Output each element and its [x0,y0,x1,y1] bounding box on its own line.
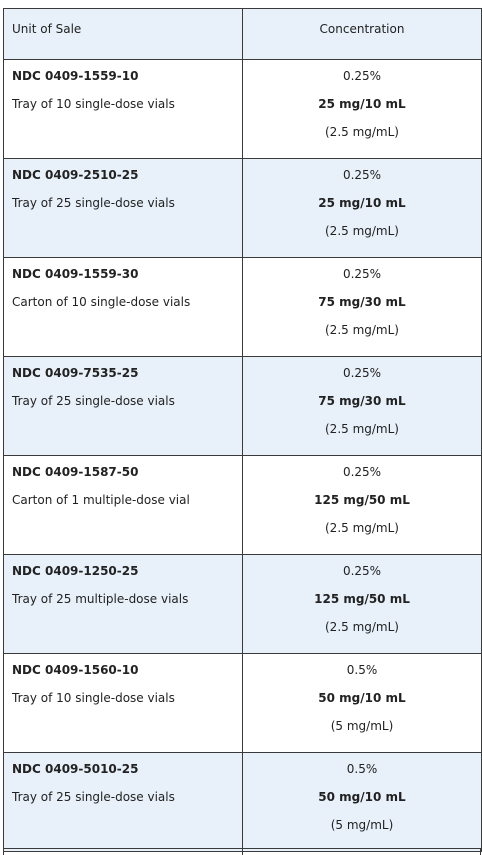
concentration-amount: 75 mg/30 mL [318,394,406,408]
table-row: NDC 0409-7535-25 Tray of 25 single-dose … [3,356,482,456]
header-concentration: Concentration [242,8,482,60]
concentration-per-ml: (2.5 mg/mL) [325,620,399,634]
ndc-code: NDC 0409-7535-25 [12,366,139,380]
ndc-code: NDC 0409-1559-10 [12,69,139,83]
concentration-cell: 0.5% 50 mg/10 mL (5 mg/mL) [242,653,482,753]
concentration-percent: 0.25% [342,168,382,182]
package-description: Tray of 10 single-dose vials [12,691,175,705]
ndc-code: NDC 0409-1560-10 [12,663,139,677]
table-row: NDC 0409-5010-25 Tray of 25 single-dose … [3,752,482,852]
concentration-per-ml: (5 mg/mL) [330,818,394,832]
package-description: Carton of 10 single-dose vials [12,295,191,309]
ndc-code: NDC 0409-5010-25 [12,762,139,776]
border-tick [242,849,243,855]
concentration-amount: 125 mg/50 mL [314,493,410,507]
concentration-percent: 0.25% [342,564,382,578]
unit-cell: NDC 0409-5010-25 Tray of 25 single-dose … [3,752,243,852]
unit-cell: NDC 0409-1559-30 Carton of 10 single-dos… [3,257,243,357]
concentration-per-ml: (2.5 mg/mL) [325,422,399,436]
table-row: NDC 0409-2510-25 Tray of 25 single-dose … [3,158,482,258]
concentration-amount: 50 mg/10 mL [318,691,406,705]
concentration-amount: 25 mg/10 mL [318,196,406,210]
unit-cell: NDC 0409-1559-10 Tray of 10 single-dose … [3,59,243,159]
concentration-per-ml: (2.5 mg/mL) [325,521,399,535]
table-row: NDC 0409-1587-50 Carton of 1 multiple-do… [3,455,482,555]
concentration-amount: 125 mg/50 mL [314,592,410,606]
concentration-per-ml: (2.5 mg/mL) [325,125,399,139]
concentration-cell: 0.25% 125 mg/50 mL (2.5 mg/mL) [242,554,482,654]
concentration-per-ml: (5 mg/mL) [330,719,394,733]
concentration-amount: 75 mg/30 mL [318,295,406,309]
header-row: Unit of Sale Concentration [3,8,482,60]
package-description: Tray of 10 single-dose vials [12,97,175,111]
unit-cell: NDC 0409-1560-10 Tray of 10 single-dose … [3,653,243,753]
concentration-per-ml: (2.5 mg/mL) [325,224,399,238]
concentration-percent: 0.25% [342,267,382,281]
ndc-code: NDC 0409-2510-25 [12,168,139,182]
package-description: Tray of 25 single-dose vials [12,196,175,210]
concentration-cell: 0.25% 75 mg/30 mL (2.5 mg/mL) [242,257,482,357]
concentration-amount: 50 mg/10 mL [318,790,406,804]
package-description: Tray of 25 single-dose vials [12,790,175,804]
concentration-amount: 25 mg/10 mL [318,97,406,111]
concentration-percent: 0.25% [342,366,382,380]
unit-cell: NDC 0409-2510-25 Tray of 25 single-dose … [3,158,243,258]
header-unit-of-sale: Unit of Sale [3,8,243,60]
package-description: Carton of 1 multiple-dose vial [12,493,190,507]
table-row: NDC 0409-1560-10 Tray of 10 single-dose … [3,653,482,753]
ndc-code: NDC 0409-1559-30 [12,267,139,281]
product-table: Unit of Sale Concentration NDC 0409-1559… [3,8,482,852]
table-row: NDC 0409-1559-30 Carton of 10 single-dos… [3,257,482,357]
table-row: NDC 0409-1250-25 Tray of 25 multiple-dos… [3,554,482,654]
unit-cell: NDC 0409-1250-25 Tray of 25 multiple-dos… [3,554,243,654]
concentration-percent: 0.25% [342,465,382,479]
concentration-cell: 0.25% 25 mg/10 mL (2.5 mg/mL) [242,158,482,258]
border-tick [480,849,481,855]
concentration-cell: 0.25% 75 mg/30 mL (2.5 mg/mL) [242,356,482,456]
ndc-code: NDC 0409-1250-25 [12,564,139,578]
package-description: Tray of 25 multiple-dose vials [12,592,189,606]
package-description: Tray of 25 single-dose vials [12,394,175,408]
unit-cell: NDC 0409-1587-50 Carton of 1 multiple-do… [3,455,243,555]
ndc-code: NDC 0409-1587-50 [12,465,139,479]
concentration-cell: 0.25% 25 mg/10 mL (2.5 mg/mL) [242,59,482,159]
concentration-percent: 0.5% [346,663,378,677]
concentration-cell: 0.5% 50 mg/10 mL (5 mg/mL) [242,752,482,852]
concentration-percent: 0.5% [346,762,378,776]
border-tick [3,849,4,855]
concentration-per-ml: (2.5 mg/mL) [325,323,399,337]
concentration-cell: 0.25% 125 mg/50 mL (2.5 mg/mL) [242,455,482,555]
unit-cell: NDC 0409-7535-25 Tray of 25 single-dose … [3,356,243,456]
table-row: NDC 0409-1559-10 Tray of 10 single-dose … [3,59,482,159]
concentration-percent: 0.25% [342,69,382,83]
